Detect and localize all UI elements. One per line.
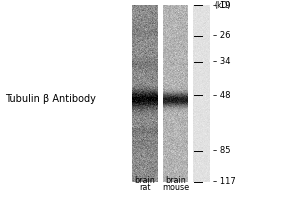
Text: – 48: – 48 bbox=[213, 91, 230, 100]
Text: mouse: mouse bbox=[162, 183, 189, 192]
Text: brain: brain bbox=[135, 176, 155, 185]
Text: – 85: – 85 bbox=[213, 146, 230, 155]
Text: – 34: – 34 bbox=[213, 57, 230, 66]
Text: Tubulin β Antibody: Tubulin β Antibody bbox=[5, 94, 96, 104]
Text: – 117: – 117 bbox=[213, 178, 236, 186]
Text: – 26: – 26 bbox=[213, 31, 230, 40]
Text: (kD): (kD) bbox=[214, 1, 230, 10]
Text: rat: rat bbox=[139, 183, 151, 192]
Text: brain: brain bbox=[165, 176, 186, 185]
Text: – 19: – 19 bbox=[213, 0, 230, 9]
